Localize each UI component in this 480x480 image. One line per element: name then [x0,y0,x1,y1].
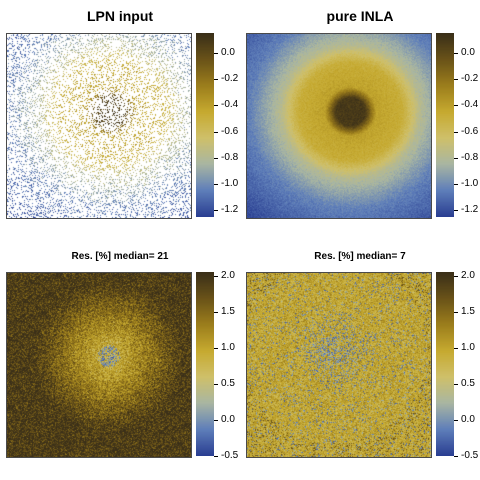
colorbar-bottom-right-tickmark [454,420,458,421]
colorbar-top-left-tickmark [214,105,218,106]
colorbar-top-left-tickmark [214,53,218,54]
colorbar-bottom-right-tick-label: 0.0 [461,414,475,425]
lpn-input-title: LPN input [86,8,154,24]
colorbar-top-right-tickmark [454,158,458,159]
colorbar-bottom-left-tickmark [214,456,218,457]
colorbar-top-right-tickmark [454,184,458,185]
colorbar-bottom-right [436,272,454,456]
colorbar-top-right-tick-label: -1.0 [461,178,479,189]
colorbar-top-left-tick-label: -0.8 [221,152,239,163]
colorbar-top-right-tick-label: -0.8 [461,152,479,163]
colorbar-top-left-tickmark [214,79,218,80]
colorbar-bottom-left-tick-label: 0.5 [221,378,235,389]
lpn-input-map [6,33,192,219]
colorbar-bottom-left-tick-label: 1.5 [221,306,235,317]
colorbar-top-left-tick-label: -1.0 [221,178,239,189]
colorbar-top-right [436,33,454,217]
colorbar-bottom-left-tick-label: 0.0 [221,414,235,425]
colorbar-top-right-tickmark [454,53,458,54]
colorbar-bottom-left-tick-label: 1.0 [221,342,235,353]
colorbar-top-right-tickmark [454,132,458,133]
colorbar-bottom-right-tick-label: 1.5 [461,306,475,317]
colorbar-top-left [196,33,214,217]
colorbar-top-right-tick-label: -0.4 [461,99,479,110]
colorbar-top-left-tick-label: -1.2 [221,204,239,215]
colorbar-bottom-left-tickmark [214,384,218,385]
colorbar-top-left-tick-label: -0.4 [221,99,239,110]
colorbar-bottom-left-tickmark [214,276,218,277]
lpn-residuals-title: Res. [%] median= 21 [71,251,169,262]
colorbar-bottom-right-tickmark [454,276,458,277]
lpn-residuals-map [6,272,192,458]
colorbar-bottom-left [196,272,214,456]
colorbar-top-left-tickmark [214,158,218,159]
colorbar-top-right-tickmark [454,210,458,211]
colorbar-top-left-tick-label: 0.0 [221,47,235,58]
colorbar-bottom-right-tick-label: 0.5 [461,378,475,389]
inla-residuals-title: Res. [%] median= 7 [314,251,406,262]
colorbar-bottom-left-tickmark [214,420,218,421]
colorbar-bottom-left-tickmark [214,312,218,313]
pure-inla-map [246,33,432,219]
colorbar-top-left-tickmark [214,210,218,211]
colorbar-top-left-tick-label: -0.2 [221,73,239,84]
colorbar-bottom-right-tick-label: -0.5 [461,450,479,461]
colorbar-bottom-right-tickmark [454,456,458,457]
colorbar-top-right-tick-label: 0.0 [461,47,475,58]
colorbar-bottom-right-tickmark [454,384,458,385]
colorbar-top-left-tick-label: -0.6 [221,126,239,137]
colorbar-bottom-left-tick-label: -0.5 [221,450,239,461]
inla-residuals-map [246,272,432,458]
colorbar-bottom-left-tick-label: 2.0 [221,270,235,281]
colorbar-bottom-right-tickmark [454,312,458,313]
colorbar-top-right-tick-label: -1.2 [461,204,479,215]
pure-inla-title: pure INLA [326,8,394,24]
colorbar-bottom-right-tick-label: 1.0 [461,342,475,353]
colorbar-top-left-tickmark [214,132,218,133]
colorbar-top-right-tick-label: -0.2 [461,73,479,84]
colorbar-top-left-tickmark [214,184,218,185]
colorbar-top-right-tick-label: -0.6 [461,126,479,137]
colorbar-bottom-left-tickmark [214,348,218,349]
colorbar-top-right-tickmark [454,79,458,80]
colorbar-bottom-right-tick-label: 2.0 [461,270,475,281]
colorbar-top-right-tickmark [454,105,458,106]
colorbar-bottom-right-tickmark [454,348,458,349]
